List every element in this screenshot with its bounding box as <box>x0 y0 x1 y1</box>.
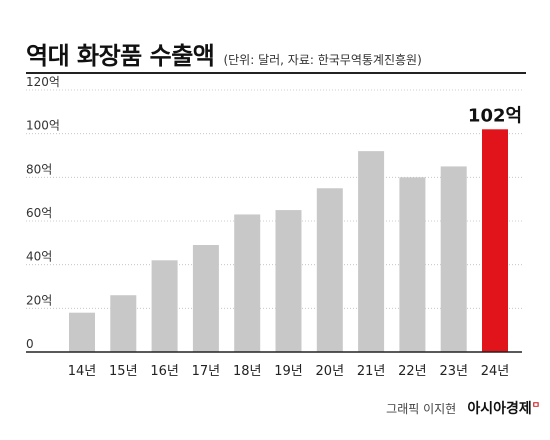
y-tick-label: 20억 <box>26 293 52 307</box>
bar <box>399 177 426 352</box>
brand-logo: 아시아경제 <box>467 401 532 417</box>
bar <box>110 295 137 352</box>
chart-title: 역대 화장품 수출액 <box>26 42 215 70</box>
y-tick-label: 100억 <box>26 119 60 133</box>
x-tick-label: 14년 <box>68 364 97 379</box>
x-tick-label: 17년 <box>192 364 221 379</box>
x-tick-label: 22년 <box>398 364 427 379</box>
chart-subtitle: (단위: 달러, 자료: 한국무역통계진흥원) <box>223 53 422 67</box>
y-tick-label: 60억 <box>26 206 52 220</box>
x-tick-label: 16년 <box>150 364 179 379</box>
highlight-value-label: 102억 <box>468 105 522 126</box>
bar <box>316 188 343 352</box>
x-tick-label: 21년 <box>357 364 386 379</box>
bar <box>151 260 178 352</box>
footer: 그래픽 이지현 아시아경제ㅁ <box>386 398 540 418</box>
bar <box>69 312 95 352</box>
x-tick-label: 20년 <box>316 364 345 379</box>
brand-mark-icon: ㅁ <box>531 401 540 411</box>
x-tick-label: 15년 <box>109 364 138 379</box>
y-tick-label: 0 <box>26 337 34 351</box>
y-tick-label: 80억 <box>26 162 52 176</box>
title-row: 역대 화장품 수출액 (단위: 달러, 자료: 한국무역통계진흥원) <box>26 36 422 71</box>
y-tick-label: 40억 <box>26 250 52 264</box>
title-divider <box>26 72 526 74</box>
x-tick-label: 23년 <box>439 364 468 379</box>
x-tick-label: 19년 <box>274 364 303 379</box>
bar <box>358 151 385 352</box>
graphic-credit: 그래픽 이지현 <box>386 402 457 416</box>
highlight-bar <box>482 129 508 352</box>
bar <box>275 210 302 352</box>
bar <box>440 166 467 352</box>
x-tick-label: 24년 <box>481 364 510 379</box>
bar <box>234 214 261 352</box>
y-tick-label: 120억 <box>26 75 60 89</box>
x-tick-label: 18년 <box>233 364 262 379</box>
bar <box>192 245 219 352</box>
